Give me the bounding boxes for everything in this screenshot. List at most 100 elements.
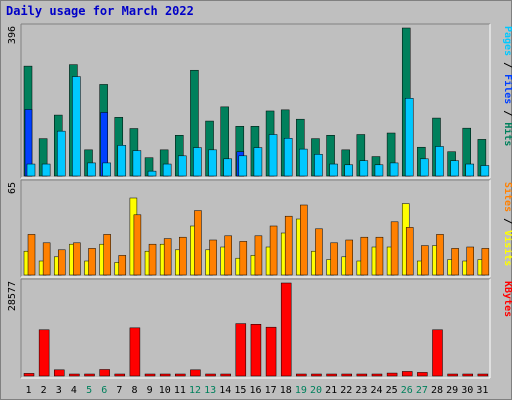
bar-sites [390, 221, 399, 276]
bar-kbytes [356, 373, 368, 377]
bar-kbytes [23, 373, 35, 377]
bar-sites [300, 204, 308, 276]
bar-pages [147, 170, 157, 177]
bar-kbytes [114, 373, 126, 377]
legend-entry: Pages [502, 26, 512, 56]
bar-kbytes [265, 326, 277, 377]
legend-entry: Visits [502, 230, 512, 266]
bar-sites [421, 245, 429, 276]
bar-kbytes [129, 327, 141, 377]
x-tick-label: 26 [401, 385, 413, 396]
bar-pages [193, 147, 202, 177]
bar-kbytes [144, 373, 156, 377]
bar-pages [435, 146, 444, 177]
bar-pages [480, 165, 490, 177]
bar-pages [268, 134, 278, 177]
bar-pages [344, 164, 353, 177]
bar-kbytes [220, 373, 231, 377]
bar-sites [284, 215, 293, 276]
bar-sites [103, 234, 111, 276]
x-tick-label: 16 [249, 385, 261, 396]
bar-sites [405, 227, 414, 276]
bar-pages [72, 76, 81, 177]
bar-sites [73, 242, 81, 276]
x-tick-label: 17 [265, 385, 277, 396]
panel-bot-legend: KBytes [502, 281, 512, 317]
x-tick-label: 2 [41, 385, 47, 396]
bar-pages [117, 145, 127, 177]
bar-pages [374, 164, 384, 177]
bar-pages [102, 162, 111, 177]
x-tick-label: 28 [431, 385, 443, 396]
x-tick-label: 1 [26, 385, 32, 396]
x-tick-label: 12 [189, 385, 201, 396]
bar-sites [88, 248, 96, 276]
x-tick-label: 5 [86, 385, 92, 396]
bar-sites [224, 235, 232, 276]
bar-pages [299, 148, 308, 177]
x-tick-label: 6 [101, 385, 107, 396]
x-tick-label: 11 [174, 385, 186, 396]
x-tick-label: 4 [71, 385, 77, 396]
bar-sites [466, 246, 474, 276]
bar-pages [314, 154, 323, 177]
x-tick-label: 15 [234, 385, 246, 396]
bar-sites [133, 214, 142, 276]
bar-pages [238, 155, 248, 177]
bar-sites [27, 234, 36, 276]
bar-sites [330, 242, 338, 276]
bar-kbytes [280, 282, 292, 377]
bar-kbytes [190, 369, 201, 377]
bar-pages [450, 160, 459, 177]
bar-kbytes [432, 329, 443, 377]
x-tick-label: 13 [204, 385, 216, 396]
legend-entry: / [502, 56, 512, 74]
chart-title: Daily usage for March 2022 [6, 4, 194, 18]
x-tick-label: 14 [219, 385, 231, 396]
bar-sites [118, 255, 127, 276]
bar-sites [345, 239, 353, 276]
bar-sites [269, 225, 278, 276]
x-tick-label: 27 [416, 385, 428, 396]
bar-pages [41, 163, 51, 177]
bar-pages [87, 162, 96, 177]
bar-pages [359, 160, 369, 177]
bar-pages [132, 150, 142, 177]
bar-pages [389, 162, 399, 177]
x-tick-label: 31 [476, 385, 488, 396]
bar-pages [253, 147, 263, 177]
legend-entry: KBytes [502, 281, 512, 317]
x-tick-label: 8 [131, 385, 137, 396]
bar-sites [42, 242, 51, 276]
bar-sites [209, 239, 217, 276]
x-tick-label: 10 [159, 385, 171, 396]
bar-pages [420, 158, 429, 177]
bar-sites [58, 249, 66, 276]
bar-kbytes [99, 369, 110, 377]
bar-kbytes [250, 324, 262, 377]
bar-kbytes [296, 373, 307, 377]
x-tick-label: 30 [461, 385, 473, 396]
bar-sites [179, 236, 187, 276]
bar-kbytes [417, 372, 428, 377]
x-tick-label: 7 [116, 385, 122, 396]
bar-pages [162, 163, 172, 177]
bar-kbytes [54, 369, 65, 377]
bar-kbytes [69, 373, 80, 377]
bar-pages [178, 155, 187, 177]
bar-sites [163, 238, 172, 276]
bar-pages [465, 163, 474, 177]
legend-entry: Files [502, 74, 512, 104]
bar-pages [283, 138, 293, 177]
bar-kbytes [84, 373, 95, 377]
bar-sites [375, 236, 384, 276]
bar-kbytes [311, 373, 322, 377]
x-tick-label: 20 [310, 385, 322, 396]
x-tick-label: 19 [295, 385, 307, 396]
bar-sites [481, 248, 490, 276]
bar-pages [329, 163, 338, 177]
bar-pages [26, 163, 36, 177]
bar-sites [239, 241, 248, 276]
